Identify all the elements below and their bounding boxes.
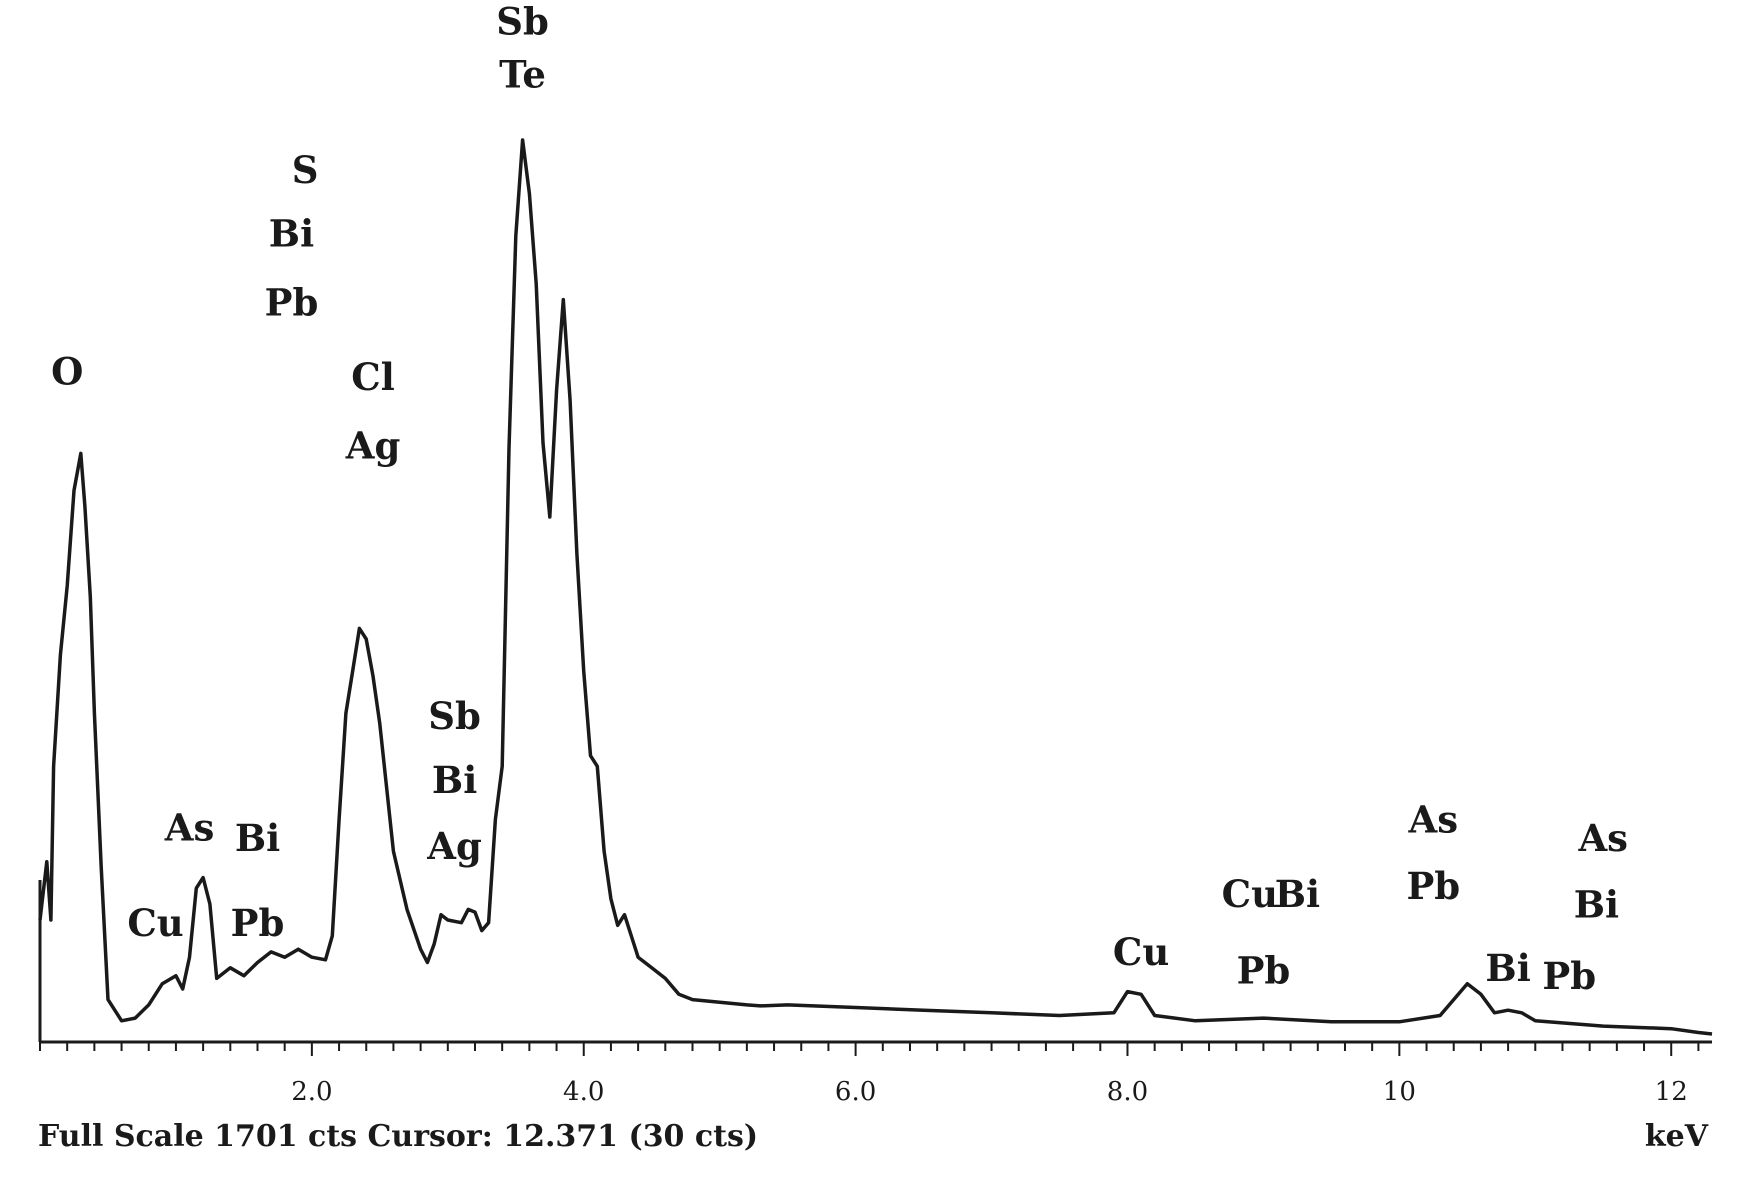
x-tick-label: 8.0 (1107, 1077, 1148, 1107)
axes (38, 880, 1712, 1044)
peak-label-sb: Sb (496, 0, 549, 43)
x-tick-label: 10 (1383, 1077, 1416, 1107)
peak-label-bi: Bi (1275, 872, 1320, 916)
peak-label-ag: Ag (426, 824, 482, 868)
peak-label-ag: Ag (345, 424, 401, 468)
x-tick-label: 4.0 (563, 1077, 604, 1107)
peak-label-te: Te (499, 53, 546, 97)
peak-label-cu: Cu (127, 901, 183, 945)
spectrum-line (38, 138, 1713, 1036)
peak-label-bi: Bi (269, 212, 314, 256)
peak-label-pb: Pb (1406, 864, 1460, 908)
peak-label-pb: Pb (265, 281, 319, 325)
peak-label-bi: Bi (1574, 882, 1619, 926)
x-unit-label: keV (1645, 1119, 1709, 1154)
peak-label-s: S (292, 148, 319, 192)
footer-status-text: Full Scale 1701 cts Cursor: 12.371 (30 c… (38, 1119, 758, 1154)
peak-label-pb: Pb (1542, 954, 1596, 998)
x-tick-label: 2.0 (291, 1077, 332, 1107)
peak-label-as: As (164, 805, 215, 849)
peak-label-bi: Bi (1485, 946, 1530, 990)
peak-label-pb: Pb (1237, 949, 1291, 993)
x-axis-ticks: 2.0 4.0 6.0 8.0 10 12 (39, 1042, 1700, 1107)
peak-label-o: O (51, 349, 83, 393)
peak-label-bi: Bi (432, 758, 477, 802)
x-tick-label: 12 (1655, 1077, 1688, 1107)
peak-label-pb: Pb (231, 901, 285, 945)
peak-label-cu: Cu (1222, 872, 1278, 916)
peak-label-as: As (1577, 816, 1628, 860)
peak-label-bi: Bi (235, 816, 280, 860)
x-tick-label: 6.0 (835, 1077, 876, 1107)
peak-label-as: As (1408, 798, 1459, 842)
peak-label-cl: Cl (351, 355, 395, 399)
peak-label-sb: Sb (428, 694, 481, 738)
peak-label-cu: Cu (1113, 930, 1169, 974)
